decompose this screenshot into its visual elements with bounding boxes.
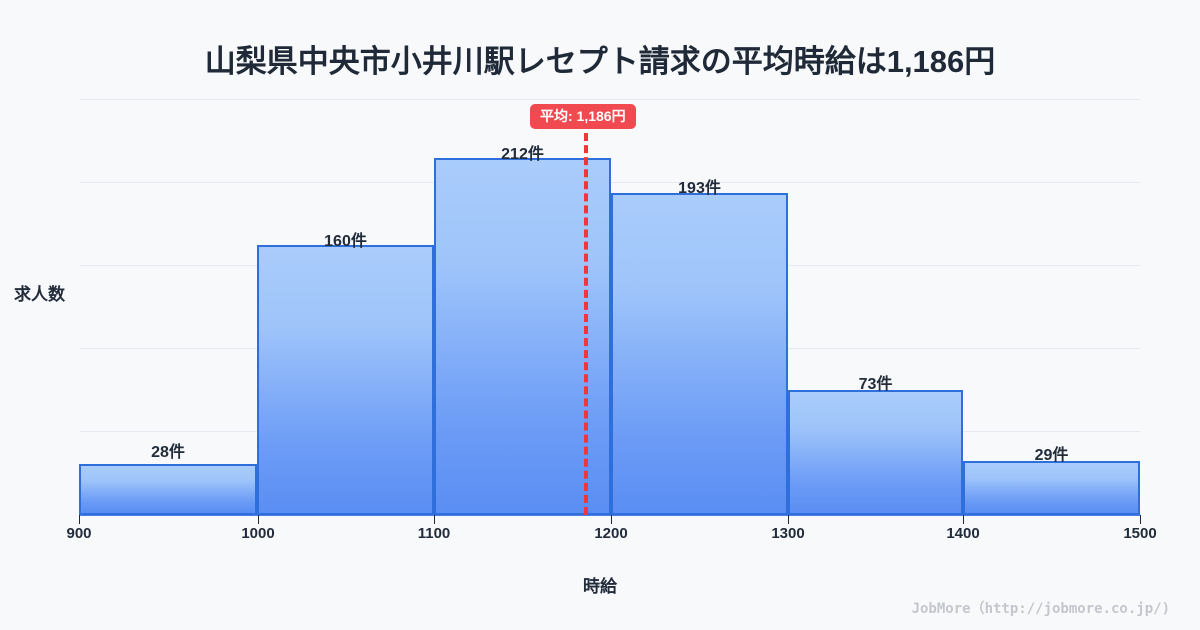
bar-value-label: 73件 — [858, 376, 893, 393]
x-tick-label: 1200 — [594, 525, 628, 542]
x-tick-label: 1100 — [417, 525, 451, 542]
x-tick — [963, 515, 964, 524]
x-tick — [1140, 515, 1141, 524]
x-tick — [79, 515, 80, 524]
bar-value-label: 29件 — [1034, 447, 1069, 464]
x-tick — [258, 515, 259, 524]
x-tick — [434, 515, 435, 524]
bar-1400-1500[interactable] — [963, 461, 1140, 515]
bar-1200-1300[interactable] — [611, 193, 788, 515]
gridline — [80, 99, 1140, 100]
y-axis-label: 求人数 — [14, 285, 65, 304]
bar-value-label: 28件 — [151, 444, 185, 461]
average-badge: 平均: 1,186円 — [530, 104, 636, 129]
x-tick — [611, 515, 612, 524]
watermark: JobMore（http://jobmore.co.jp/) — [911, 601, 1170, 617]
bar-value-label: 160件 — [324, 233, 367, 250]
bar-value-label: 193件 — [678, 180, 721, 197]
bar-value-label: 212件 — [501, 146, 544, 163]
average-line — [584, 133, 588, 515]
bar-900-1000[interactable] — [79, 464, 257, 515]
x-axis-label: 時給 — [583, 577, 617, 596]
bar-1100-1200[interactable] — [434, 158, 611, 515]
x-tick-label: 1000 — [241, 525, 275, 542]
x-tick-label: 1400 — [946, 525, 980, 542]
x-tick-label: 1500 — [1123, 525, 1157, 542]
x-tick-label: 1300 — [771, 525, 805, 542]
bar-1000-1100[interactable] — [257, 245, 434, 515]
bar-1300-1400[interactable] — [788, 390, 963, 515]
x-axis-baseline — [80, 514, 1140, 516]
x-tick — [788, 515, 789, 524]
x-tick-label: 900 — [66, 525, 92, 542]
chart-title: 山梨県中央市小井川駅レセプト請求の平均時給は1,186円 — [204, 44, 996, 79]
